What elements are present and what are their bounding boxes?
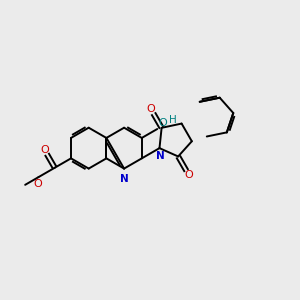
Text: N: N xyxy=(156,151,165,161)
Text: N: N xyxy=(120,174,128,184)
Text: O: O xyxy=(159,118,167,128)
Text: O: O xyxy=(185,170,194,181)
Text: O: O xyxy=(40,145,49,155)
Text: O: O xyxy=(34,179,43,189)
Text: O: O xyxy=(146,104,155,114)
Text: H: H xyxy=(169,115,177,125)
